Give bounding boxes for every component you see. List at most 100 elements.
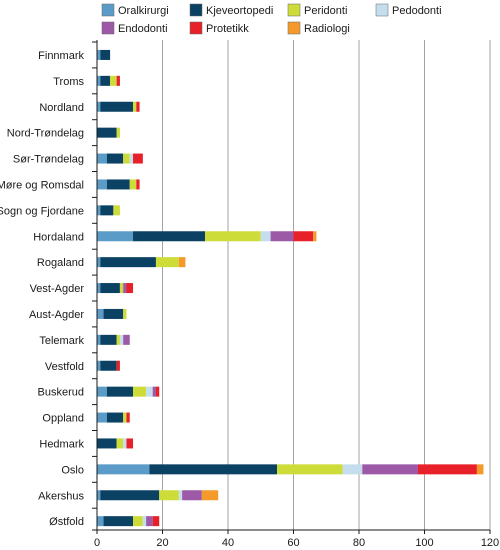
gridlines xyxy=(162,40,491,530)
x-tick-label-80: 80 xyxy=(353,537,365,549)
bar-telemark-endodonti xyxy=(123,334,130,345)
legend-label-endodonti: Endodonti xyxy=(118,23,168,35)
bars xyxy=(97,49,484,527)
x-tick-label-100: 100 xyxy=(415,537,433,549)
bar-akershus-endodonti xyxy=(182,490,202,501)
bar-more-og-romsdal-peridonti xyxy=(129,179,137,190)
bar-hordaland-oralkirurgi xyxy=(97,231,134,242)
legend-swatch-pedodonti xyxy=(375,3,389,17)
legend: Oralkirurgi Kjeveortopedi Peridonti Pedodon… xyxy=(101,3,442,35)
bar-telemark-pedodonti xyxy=(119,334,124,345)
bar-vest-agder-oralkirurgi xyxy=(97,283,101,294)
bar-oslo-kjeveortopedi xyxy=(149,464,278,475)
category-label-oppland: Oppland xyxy=(42,413,84,425)
bar-akershus-peridonti xyxy=(159,490,179,501)
bar-vestfold-oralkirurgi xyxy=(97,360,101,371)
category-label-sogn-og-fjordane: Sogn og Fjordane xyxy=(0,205,84,217)
bar-vest-agder-protetikk xyxy=(126,283,134,294)
bar-sor-trondelag-peridonti xyxy=(123,153,130,164)
bar-akershus-oralkirurgi xyxy=(97,490,101,501)
bar-nordland-kjeveortopedi xyxy=(100,101,134,112)
bar-sogn-og-fjordane-kjeveortopedi xyxy=(100,205,114,216)
bar-telemark-peridonti xyxy=(116,334,120,345)
bar-rogaland-oralkirurgi xyxy=(97,257,101,268)
bar-sor-trondelag-pedodonti xyxy=(129,153,134,164)
bar-hedmark-protetikk xyxy=(126,438,134,449)
x-tick-label-40: 40 xyxy=(222,537,234,549)
x-tick-labels: 0 20 40 60 80 100 120 xyxy=(94,530,499,549)
legend-label-protetikk: Protetikk xyxy=(206,23,249,35)
bar-buskerud-protetikk xyxy=(155,386,160,397)
bar-hordaland-protetikk xyxy=(293,231,314,242)
bar-hordaland-kjeveortopedi xyxy=(133,231,206,242)
category-label-nord-trondelag: Nord-Trøndelag xyxy=(7,128,84,140)
bar-hedmark-peridonti xyxy=(116,438,124,449)
bar-ostfold-peridonti xyxy=(133,516,143,527)
bar-vest-agder-endodonti xyxy=(123,283,127,294)
bar-hedmark-kjeveortopedi xyxy=(97,438,117,449)
bar-hedmark-pedodonti xyxy=(123,438,127,449)
bar-akershus-kjeveortopedi xyxy=(100,490,160,501)
bar-nordland-protetikk xyxy=(136,101,140,112)
bar-oppland-kjeveortopedi xyxy=(106,412,124,423)
bar-buskerud-pedodonti xyxy=(146,386,153,397)
bar-finnmark-kjeveortopedi xyxy=(100,49,111,60)
bar-buskerud-endodonti xyxy=(152,386,156,397)
category-label-finnmark: Finnmark xyxy=(38,50,84,62)
bar-oppland-peridonti xyxy=(123,412,127,423)
category-label-vestfold: Vestfold xyxy=(45,361,84,373)
x-tick-label-20: 20 xyxy=(156,537,168,549)
x-tick-label-120: 120 xyxy=(481,537,499,549)
bar-aust-agder-peridonti xyxy=(123,308,127,319)
bar-telemark-kjeveortopedi xyxy=(100,334,117,345)
bar-nord-trondelag-peridonti xyxy=(116,127,120,138)
category-label-buskerud: Buskerud xyxy=(38,387,84,399)
bar-hordaland-peridonti xyxy=(205,231,261,242)
bar-akershus-radiologi xyxy=(201,490,219,501)
bar-nordland-peridonti xyxy=(133,101,137,112)
bar-sor-trondelag-protetikk xyxy=(133,153,143,164)
bar-sor-trondelag-oralkirurgi xyxy=(97,153,107,164)
bar-hordaland-radiologi xyxy=(313,231,317,242)
legend-label-oralkirurgi: Oralkirurgi xyxy=(118,5,169,17)
category-label-hedmark: Hedmark xyxy=(39,438,84,450)
legend-label-pedodonti: Pedodonti xyxy=(392,5,442,17)
bar-finnmark-oralkirurgi xyxy=(97,49,101,60)
category-label-akershus: Akershus xyxy=(38,490,84,502)
category-label-oslo: Oslo xyxy=(61,464,84,476)
legend-swatch-oralkirurgi xyxy=(101,3,115,17)
category-labels: Finnmark Troms Nordland Nord-Trøndelag Sør-T… xyxy=(0,50,84,528)
legend-swatch-endodonti xyxy=(101,21,115,35)
x-tick-label-0: 0 xyxy=(94,537,100,549)
category-label-more-og-romsdal: Møre og Romsdal xyxy=(0,179,84,191)
bar-oslo-pedodonti xyxy=(342,464,363,475)
bar-rogaland-radiologi xyxy=(178,257,186,268)
bar-buskerud-peridonti xyxy=(133,386,147,397)
bar-oslo-protetikk xyxy=(417,464,477,475)
category-label-aust-agder: Aust-Agder xyxy=(29,309,84,321)
bar-akershus-pedodonti xyxy=(178,490,183,501)
bar-rogaland-kjeveortopedi xyxy=(100,257,156,268)
bar-sogn-og-fjordane-peridonti xyxy=(113,205,120,216)
bar-vestfold-protetikk xyxy=(116,360,120,371)
bar-more-og-romsdal-kjeveortopedi xyxy=(106,179,130,190)
bar-hordaland-endodonti xyxy=(270,231,294,242)
bar-oslo-oralkirurgi xyxy=(97,464,150,475)
bar-vest-agder-kjeveortopedi xyxy=(100,283,120,294)
bar-troms-oralkirurgi xyxy=(97,75,101,86)
bar-ostfold-kjeveortopedi xyxy=(103,516,134,527)
bar-telemark-oralkirurgi xyxy=(97,334,101,345)
bar-nordland-oralkirurgi xyxy=(97,101,101,112)
bar-troms-protetikk xyxy=(116,75,120,86)
legend-swatch-protetikk xyxy=(189,21,203,35)
bar-oslo-peridonti xyxy=(277,464,343,475)
legend-label-radiologi: Radiologi xyxy=(304,23,350,35)
legend-label-kjeveortopedi: Kjeveortopedi xyxy=(206,5,273,17)
bar-oslo-endodonti xyxy=(362,464,418,475)
bar-ostfold-protetikk xyxy=(152,516,160,527)
bar-ostfold-oralkirurgi xyxy=(97,516,104,527)
category-label-sor-trondelag: Sør-Trøndelag xyxy=(13,154,84,166)
bar-rogaland-peridonti xyxy=(155,257,179,268)
bar-sor-trondelag-kjeveortopedi xyxy=(106,153,124,164)
